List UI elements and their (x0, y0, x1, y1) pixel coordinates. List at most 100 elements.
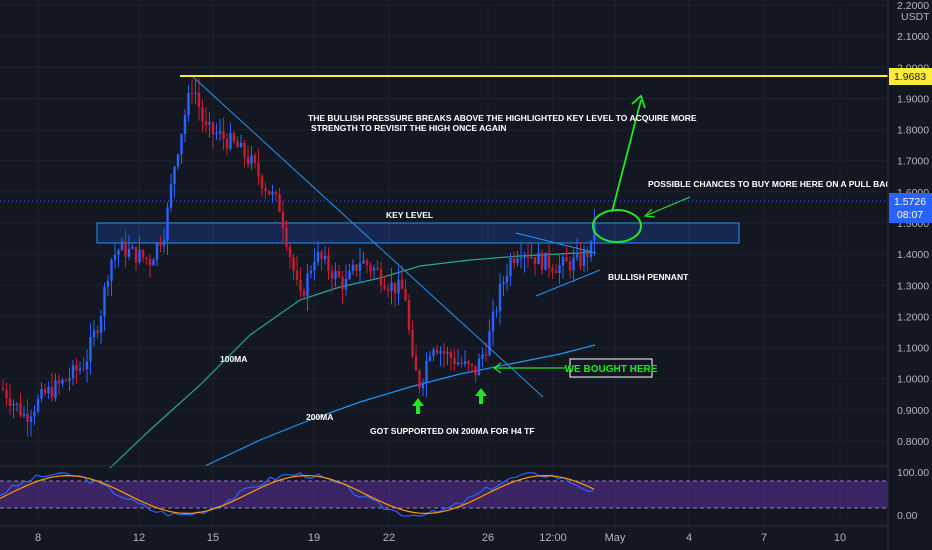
we-bought-here-label: WE BOUGHT HERE (565, 364, 658, 375)
descending-trendline (191, 75, 544, 398)
candle-body (344, 278, 348, 290)
candle-body (89, 337, 92, 362)
candle-body (320, 251, 323, 260)
candle-body (180, 134, 183, 155)
candle-body (547, 252, 551, 269)
time-tick: 19 (308, 532, 320, 544)
candle-body (204, 121, 208, 125)
candle-body (148, 259, 152, 266)
time-axis-ticks: 8 12 15 19 22 26 12:00 May 4 7 10 (35, 532, 846, 544)
candle-body (166, 207, 169, 241)
candle-body (323, 255, 327, 260)
candle-body (232, 133, 236, 142)
candle-body (229, 133, 232, 149)
price-tick: 1.9000 (897, 93, 929, 105)
candle-body (334, 270, 337, 279)
time-tick: 15 (207, 532, 219, 544)
time-tick: 10 (834, 532, 846, 544)
headline-line2: STRENGTH TO REVISIT THE HIGH ONCE AGAIN (311, 123, 507, 133)
candle-body (358, 263, 362, 271)
candle-body (71, 365, 75, 379)
candle-body (526, 255, 530, 258)
candle-body (159, 243, 162, 246)
candle-body (190, 92, 194, 94)
candle-body (554, 271, 558, 273)
candle-body (502, 282, 505, 284)
price-tick: 1.2000 (897, 311, 929, 323)
candle-body (376, 267, 379, 270)
ma200-line (204, 344, 596, 467)
candle-body (372, 267, 376, 271)
candle-body (309, 270, 313, 274)
candle-body (568, 261, 572, 271)
osc-tick-100: 100.00 (897, 467, 929, 479)
candle-body (379, 269, 383, 286)
price-axis[interactable] (888, 0, 932, 550)
candle-body (187, 92, 190, 116)
candle-body (516, 258, 519, 264)
candle-body (8, 398, 12, 406)
candle-body (278, 194, 281, 212)
candle-body (572, 257, 575, 271)
candle-body (19, 403, 22, 416)
candle-body (421, 382, 425, 389)
pennant-lower-line (535, 269, 601, 297)
support-up-arrow (475, 388, 487, 404)
time-tick: 8 (35, 532, 41, 544)
ma100-label: 100MA (220, 354, 247, 364)
candle-body (460, 362, 463, 365)
candle-body (397, 279, 400, 294)
candle-body (386, 288, 390, 291)
ma200-label: 200MA (306, 412, 333, 422)
candle-body (404, 288, 407, 301)
candle-body (299, 279, 302, 291)
support-up-arrow (412, 398, 424, 414)
candle-body (586, 250, 589, 258)
candle-body (103, 286, 106, 317)
candle-body (355, 264, 358, 271)
candle-body (288, 246, 292, 258)
candle-body (281, 211, 285, 229)
candle-body (467, 361, 470, 365)
headline-line1: THE BULLISH PRESSURE BREAKS ABOVE THE HI… (308, 113, 697, 123)
candle-body (106, 280, 110, 287)
candle-body (439, 351, 442, 354)
osc-tick-0: 0.00 (897, 510, 918, 522)
last-price-badge (889, 193, 932, 223)
candle-body (54, 380, 57, 398)
candle-body (50, 387, 54, 398)
candle-body (302, 290, 306, 297)
candle-body (544, 252, 547, 270)
candle-body (68, 378, 71, 381)
time-tick: 12 (133, 532, 145, 544)
candle-body (463, 361, 467, 365)
candle-body (530, 257, 533, 259)
candle-body (418, 370, 421, 389)
candle-body (582, 250, 586, 266)
candle-body (236, 141, 239, 148)
candle-body (341, 276, 344, 290)
candle-body (1, 388, 5, 390)
time-tick: 4 (686, 532, 692, 544)
time-tick: 7 (761, 532, 767, 544)
candle-body (589, 240, 593, 258)
price-axis-ticks: 2.20002.10002.00001.90001.80001.70001.60… (897, 0, 929, 448)
time-tick: May (605, 532, 626, 544)
oscillator-band (0, 481, 888, 508)
price-tick: 1.4000 (897, 249, 929, 261)
candle-body (407, 300, 411, 331)
candle-body (85, 361, 89, 370)
candle-body (5, 389, 8, 399)
time-tick: 22 (383, 532, 395, 544)
candle-body (470, 364, 474, 366)
candle-body (481, 354, 484, 359)
candle-body (509, 258, 512, 276)
candle-body (222, 131, 225, 140)
candle-body (15, 403, 19, 405)
candle-body (215, 133, 218, 135)
candle-body (61, 379, 64, 384)
candle-body (551, 268, 554, 272)
price-tick: 1.7000 (897, 156, 929, 168)
candle-body (208, 122, 211, 125)
